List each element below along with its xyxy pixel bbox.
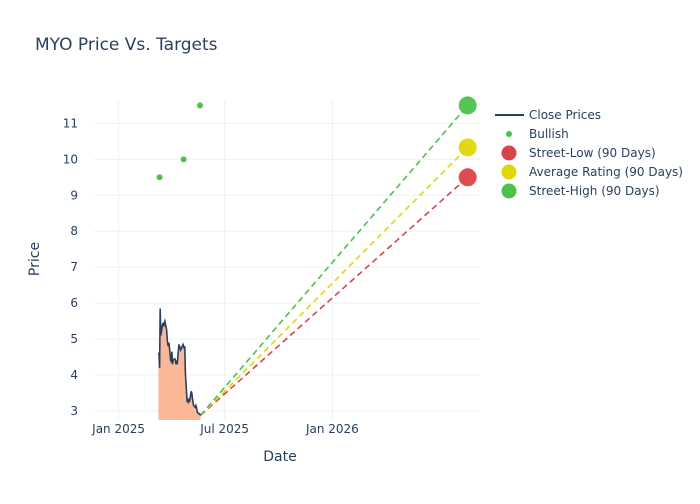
x-tick-label: Jul 2025 [199,422,249,436]
y-tick-label: 3 [70,404,78,418]
target-marker-avg [458,138,477,157]
legend-item[interactable]: Average Rating (90 Days) [501,164,684,180]
legend-item[interactable]: Close Prices [495,108,601,122]
x-axis-title: Date [263,449,296,465]
legend-label: Average Rating (90 Days) [529,165,683,179]
target-marker-low [458,168,477,187]
y-tick-label: 10 [63,152,78,166]
legend-label: Close Prices [529,108,601,122]
y-tick-label: 5 [70,332,78,346]
y-axis-title: Price [27,242,43,276]
y-tick-label: 6 [70,296,78,310]
legend-label: Street-Low (90 Days) [529,146,656,160]
x-tick-label: Jan 2026 [305,422,359,436]
bullish-marker [180,156,187,163]
legend-item[interactable]: Bullish [506,127,569,141]
close-price-line [157,308,202,416]
chart-title: MYO Price Vs. Targets [35,35,218,55]
tick-layer: Jan 2025 Jul 2025 Jan 2026 3 4 5 6 7 8 9 10 11 [63,116,359,436]
legend-item[interactable]: Street-High (90 Days) [501,183,660,199]
target-line-avg [200,146,469,416]
bullish-marker [197,102,204,109]
y-tick-label: 7 [70,260,78,274]
y-tick-label: 9 [70,188,78,202]
y-tick-label: 11 [63,116,78,130]
data-layer [156,96,477,420]
target-marker-high [458,96,477,115]
x-tick-label: Jan 2025 [91,422,145,436]
grid-layer [94,100,480,420]
legend-swatch-dot [506,131,512,137]
legend-swatch-dot [501,145,517,161]
legend-label: Street-High (90 Days) [529,184,660,198]
legend[interactable]: Close Prices Bullish Street-Low (90 Days) A… [495,108,683,199]
target-line-high [199,104,469,416]
legend-item[interactable]: Street-Low (90 Days) [501,145,656,161]
legend-label: Bullish [529,127,569,141]
y-tick-label: 4 [70,368,78,382]
y-tick-label: 8 [70,224,78,238]
bullish-marker [156,174,163,181]
legend-swatch-dot [501,183,517,199]
legend-swatch-dot [501,164,517,180]
close-price-area [158,308,201,420]
